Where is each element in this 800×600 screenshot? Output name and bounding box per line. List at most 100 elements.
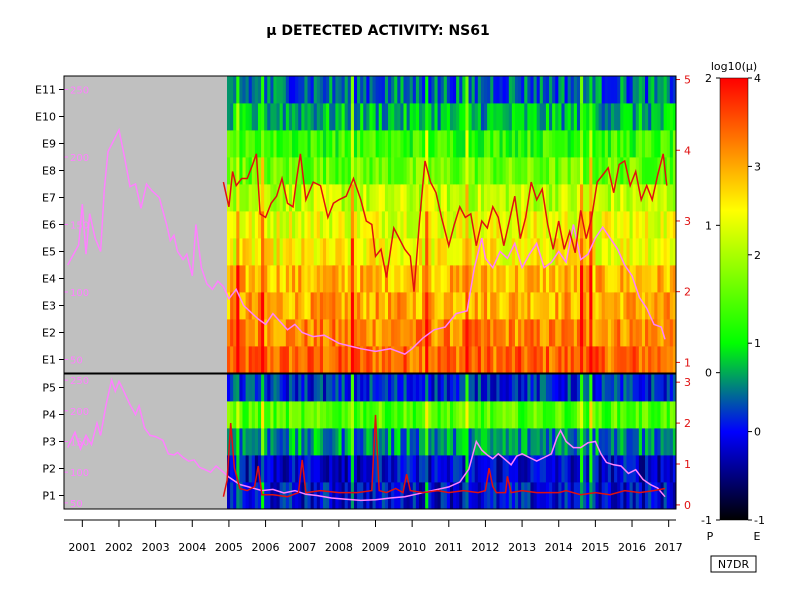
heatmap-cell [645, 130, 649, 158]
heatmap-cell [672, 292, 677, 320]
heatmap-cell [242, 238, 246, 266]
heatmap-cell [589, 130, 593, 158]
heatmap-cell [449, 211, 454, 239]
heatmap-cell [490, 76, 494, 104]
heatmap-cell [273, 130, 277, 158]
heatmap-cell [350, 374, 355, 402]
heatmap-cell [573, 428, 578, 456]
heatmap-cell [480, 455, 485, 483]
heatmap-cell [580, 346, 584, 374]
heatmap-cell [400, 428, 404, 456]
heatmap-cell [242, 428, 246, 456]
heatmap-cell [505, 103, 510, 131]
heatmap-cell [412, 455, 417, 483]
heatmap-cell [490, 482, 494, 510]
heatmap-cell [357, 428, 361, 456]
heatmap-cell [570, 103, 575, 131]
heatmap-cell [239, 319, 243, 347]
heatmap-cell [558, 319, 562, 347]
heatmap-cell [322, 482, 327, 510]
heatmap-cell [412, 211, 417, 239]
heatmap-cell [527, 157, 531, 185]
heatmap-cell [236, 76, 240, 104]
heatmap-cell [239, 265, 243, 293]
heatmap-cell [304, 428, 308, 456]
heatmap-cell [279, 319, 284, 347]
heatmap-cell [446, 482, 451, 510]
heatmap-cell [251, 401, 256, 429]
heatmap-cell [425, 184, 429, 212]
heatmap-cell [276, 238, 281, 266]
heatmap-cell [236, 103, 240, 131]
heatmap-cell [282, 374, 287, 402]
heatmap-cell [251, 76, 256, 104]
heatmap-cell [487, 103, 491, 131]
heatmap-cell [282, 401, 287, 429]
heatmap-cell [273, 76, 277, 104]
heatmap-cell [555, 292, 559, 320]
heatmap-cell [521, 319, 525, 347]
heatmap-cell [257, 319, 262, 347]
heatmap-cell [567, 455, 572, 483]
heatmap-cell [264, 103, 268, 131]
heatmap-cell [654, 455, 658, 483]
heatmap-cell [607, 455, 612, 483]
heatmap-cell [239, 103, 243, 131]
heatmap-cell [620, 482, 624, 510]
heatmap-cell [273, 401, 277, 429]
heatmap-cell [592, 374, 596, 402]
heatmap-cell [369, 482, 373, 510]
heatmap-cell [496, 184, 500, 212]
heatmap-cell [471, 374, 476, 402]
heatmap-cell [397, 482, 401, 510]
heatmap-cell [567, 184, 572, 212]
heatmap-cell [518, 238, 522, 266]
heatmap-cell [341, 238, 346, 266]
heatmap-cell [254, 374, 259, 402]
heatmap-cell [282, 346, 287, 374]
left-axis-tick-label: 150 [70, 438, 89, 449]
heatmap-cell [505, 130, 510, 158]
heatmap-cell [635, 319, 640, 347]
heatmap-cell [669, 455, 674, 483]
heatmap-cell [660, 238, 665, 266]
heatmap-cell [672, 211, 677, 239]
heatmap-cell [366, 374, 370, 402]
heatmap-cell [651, 319, 655, 347]
heatmap-cell [595, 374, 599, 402]
heatmap-cell [558, 265, 562, 293]
heatmap-cell [468, 211, 473, 239]
heatmap-cell [378, 319, 383, 347]
heatmap-cell [403, 482, 407, 510]
heatmap-cell [307, 292, 312, 320]
footer-frame [710, 555, 757, 573]
heatmap-cell [499, 157, 503, 185]
heatmap-cell [422, 428, 426, 456]
heatmap-cell [440, 346, 445, 374]
heatmap-cell [607, 292, 612, 320]
heatmap-cell [233, 346, 237, 374]
heatmap-cell [236, 238, 240, 266]
heatmap-cell [635, 346, 640, 374]
heatmap-cell [484, 184, 488, 212]
heatmap-cell [239, 401, 243, 429]
heatmap-cell [307, 184, 312, 212]
heatmap-cell [629, 184, 634, 212]
heatmap-cell [536, 482, 541, 510]
heatmap-cell [651, 211, 655, 239]
heatmap-cell [282, 130, 287, 158]
heatmap-cell [264, 346, 268, 374]
heatmap-cell [623, 157, 627, 185]
heatmap-cell [276, 292, 281, 320]
heatmap-cell [545, 374, 550, 402]
heatmap-cell [428, 130, 432, 158]
heatmap-cell [499, 103, 503, 131]
heatmap-cell [267, 184, 271, 212]
heatmap-cell [657, 130, 661, 158]
heatmap-cell [524, 346, 528, 374]
heatmap-cell [480, 319, 485, 347]
heatmap-cell [508, 374, 513, 402]
heatmap-cell [400, 76, 404, 104]
heatmap-cell [514, 103, 519, 131]
heatmap-cell [251, 482, 256, 510]
